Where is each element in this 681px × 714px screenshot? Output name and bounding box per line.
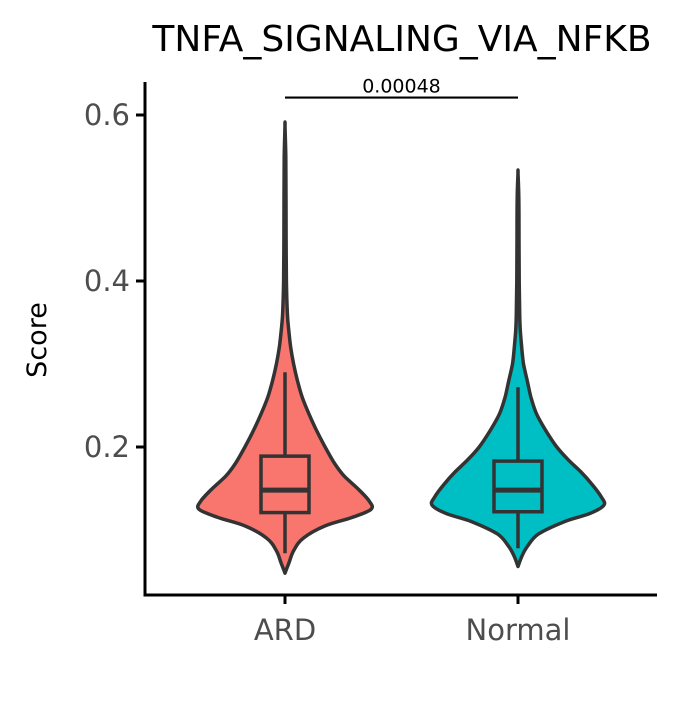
axes: 0.2 0.4 0.6 ARD Normal [84, 82, 657, 647]
p-value-label: 0.00048 [362, 76, 441, 98]
chart-title: TNFA_SIGNALING_VIA_NFKB [151, 19, 651, 60]
y-tick-label: 0.2 [84, 430, 130, 464]
violin-ard [195, 120, 375, 575]
box-normal [492, 459, 544, 514]
y-tick-label: 0.6 [84, 98, 130, 132]
y-axis-title: Score [22, 302, 53, 378]
x-tick-label-normal: Normal [466, 613, 571, 647]
annotations: 0.00048 [285, 76, 518, 99]
violin-normal [429, 168, 607, 569]
plot-area [195, 120, 607, 575]
x-tick-label-ard: ARD [254, 613, 316, 647]
y-tick-label: 0.4 [84, 264, 130, 298]
box-ard [259, 454, 311, 515]
